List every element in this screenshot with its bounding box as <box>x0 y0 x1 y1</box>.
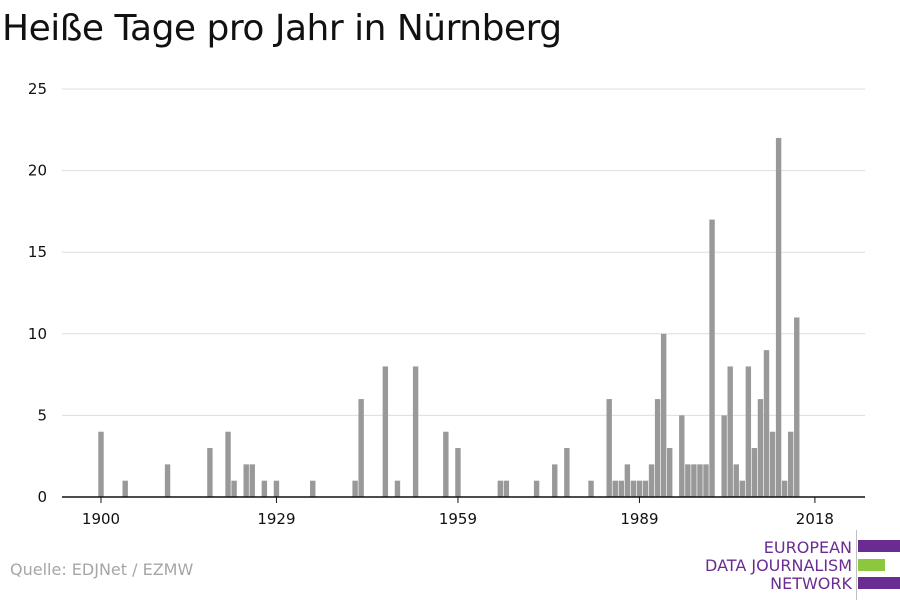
y-tick-label-25: 25 <box>28 80 47 98</box>
bar-1925 <box>249 464 255 497</box>
bar-1987 <box>624 464 631 497</box>
x-ticks: 1900 1929 1959 1989 2018 <box>82 497 834 528</box>
bar-2005 <box>733 464 739 497</box>
bar-1966 <box>497 480 503 497</box>
bar-1959 <box>455 448 461 497</box>
bars <box>98 137 800 497</box>
bar-1952 <box>412 366 419 497</box>
bar-2006 <box>739 480 745 497</box>
bar-1972 <box>533 480 540 497</box>
bar-2001 <box>709 219 715 497</box>
bar-1992 <box>654 399 661 497</box>
y-tick-labels: 0 5 10 15 20 25 <box>28 80 47 506</box>
bar-2008 <box>751 448 758 497</box>
bar-1996 <box>679 415 685 497</box>
gridlines <box>62 88 865 416</box>
logo-text-european: EUROPEAN <box>763 538 852 557</box>
bar-1957 <box>443 431 449 497</box>
bar-1924 <box>243 464 249 497</box>
bar-1929 <box>273 480 280 497</box>
bar-1991 <box>648 464 655 497</box>
bar-2012 <box>775 137 782 497</box>
bar-1927 <box>261 480 268 497</box>
bar-2007 <box>745 366 752 497</box>
bar-1985 <box>612 480 618 497</box>
bar-1942 <box>352 480 358 497</box>
logo-divider <box>856 530 857 600</box>
y-tick-label-0: 0 <box>37 488 47 506</box>
bar-1981 <box>588 480 594 497</box>
bar-1904 <box>122 480 128 497</box>
bar-1975 <box>552 464 558 497</box>
y-tick-label-15: 15 <box>28 243 47 261</box>
bar-1977 <box>564 448 570 497</box>
source-note: Quelle: EDJNet / EZMW <box>10 560 194 579</box>
bar-2009 <box>757 399 764 497</box>
bar-1921 <box>225 431 231 497</box>
logo-text-network: NETWORK <box>770 574 852 593</box>
logo-bar-bottom <box>858 577 900 589</box>
bar-2003 <box>721 415 727 497</box>
bar-1989 <box>636 480 643 497</box>
bar-2000 <box>703 464 709 497</box>
logo-text-data-journalism: DATA JOURNALISM <box>705 556 852 575</box>
bar-1949 <box>394 480 401 497</box>
bar-1943 <box>358 399 364 497</box>
bar-1967 <box>503 480 510 497</box>
y-tick-label-5: 5 <box>37 406 47 424</box>
bar-1935 <box>310 480 316 497</box>
bar-1999 <box>697 464 703 497</box>
bar-1988 <box>630 480 637 497</box>
bar-1993 <box>660 333 667 497</box>
bar-2011 <box>769 431 776 497</box>
bar-2004 <box>727 366 733 497</box>
bar-1994 <box>667 448 673 497</box>
bar-1900 <box>98 431 104 497</box>
bar-1911 <box>164 464 171 497</box>
bar-1986 <box>618 480 624 497</box>
x-tick-label-1989: 1989 <box>620 510 658 528</box>
bar-1918 <box>207 448 213 497</box>
y-tick-label-20: 20 <box>28 162 47 180</box>
bar-1998 <box>691 464 697 497</box>
bar-2013 <box>781 480 788 497</box>
chart-title: Heiße Tage pro Jahr in Nürnberg <box>2 8 562 49</box>
logo-bar-top <box>858 540 900 552</box>
bar-2010 <box>763 350 770 497</box>
bar-2015 <box>794 317 800 497</box>
x-tick-label-1959: 1959 <box>439 510 477 528</box>
bar-1990 <box>642 480 649 497</box>
bar-1922 <box>231 480 237 497</box>
x-tick-label-1900: 1900 <box>82 510 120 528</box>
bar-1947 <box>382 366 389 497</box>
x-tick-label-1929: 1929 <box>257 510 295 528</box>
edjnet-logo: EUROPEAN DATA JOURNALISM NETWORK <box>700 530 900 600</box>
bar-1997 <box>685 464 691 497</box>
bar-2014 <box>788 431 794 497</box>
logo-bar-middle <box>858 559 885 571</box>
bar-1984 <box>606 399 612 497</box>
x-tick-label-2018: 2018 <box>796 510 834 528</box>
y-tick-label-10: 10 <box>28 325 47 343</box>
